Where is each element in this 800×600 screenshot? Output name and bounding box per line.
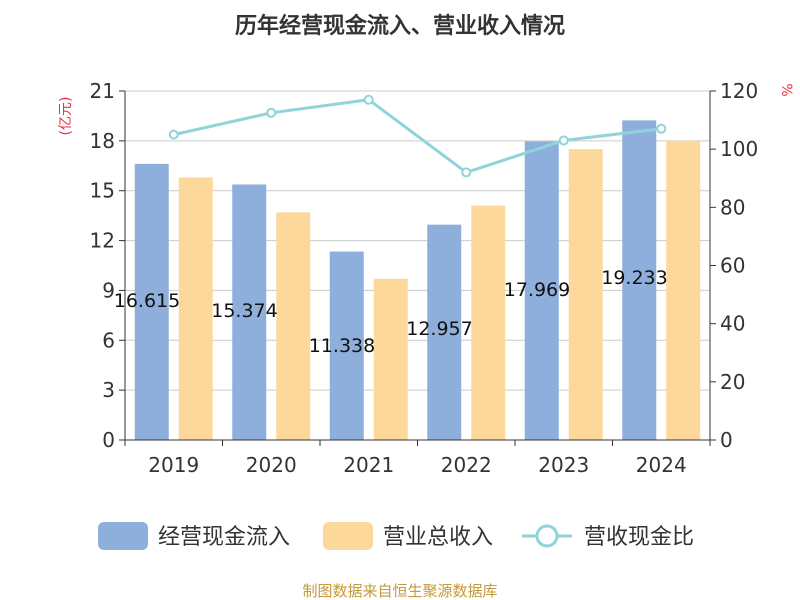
- legend: 经营现金流入 营业总收入 营收现金比: [98, 522, 694, 550]
- legend-swatch-ratio-marker: [537, 526, 557, 546]
- x-tick-label: 2024: [636, 453, 687, 477]
- ratio-point: [560, 136, 568, 144]
- x-tick-label: 2021: [343, 453, 394, 477]
- x-tick-label: 2020: [246, 453, 297, 477]
- left-axis-unit: (亿元): [58, 97, 74, 136]
- left-tick-label: 21: [90, 79, 115, 103]
- data-label: 16.615: [114, 290, 180, 312]
- source-note: 制图数据来自恒生聚源数据库: [302, 582, 497, 600]
- bar-revenue: [471, 206, 505, 440]
- x-tick-label: 2019: [148, 453, 199, 477]
- left-tick-label: 15: [90, 179, 115, 203]
- bar-revenue: [276, 212, 310, 440]
- ratio-point: [657, 125, 665, 133]
- data-label: 15.374: [211, 300, 277, 322]
- bar-revenue: [179, 177, 213, 440]
- x-tick-label: 2023: [538, 453, 589, 477]
- ratio-point: [462, 168, 470, 176]
- left-tick-label: 3: [102, 378, 115, 402]
- legend-label-revenue: 营业总收入: [383, 525, 493, 550]
- data-label: 11.338: [309, 335, 375, 357]
- bar-revenue: [666, 141, 700, 440]
- left-tick-label: 6: [102, 328, 115, 352]
- left-tick-label: 18: [90, 129, 115, 153]
- bar-revenue: [374, 279, 408, 440]
- left-tick-label: 0: [102, 428, 115, 452]
- left-tick-label: 12: [90, 229, 115, 253]
- ratio-point: [267, 109, 275, 117]
- legend-label-cash-inflow: 经营现金流入: [158, 525, 290, 550]
- legend-swatch-revenue: [323, 522, 373, 550]
- legend-label-ratio: 营收现金比: [584, 525, 694, 550]
- right-tick-label: 80: [720, 195, 745, 219]
- ratio-point: [170, 131, 178, 139]
- legend-swatch-cash-inflow: [98, 522, 148, 550]
- right-axis-unit: %: [778, 83, 794, 96]
- bar-revenue: [569, 149, 603, 440]
- right-tick-label: 0: [720, 428, 733, 452]
- x-tick-label: 2022: [441, 453, 492, 477]
- right-tick-label: 100: [720, 137, 758, 161]
- right-tick-label: 60: [720, 254, 745, 278]
- data-label: 17.969: [504, 279, 570, 301]
- right-tick-label: 20: [720, 370, 745, 394]
- right-tick-label: 40: [720, 312, 745, 336]
- data-label: 12.957: [406, 318, 472, 340]
- right-tick-label: 120: [720, 79, 758, 103]
- data-label: 19.233: [601, 267, 667, 289]
- chart-title: 历年经营现金流入、营业收入情况: [235, 13, 565, 39]
- ratio-point: [365, 96, 373, 104]
